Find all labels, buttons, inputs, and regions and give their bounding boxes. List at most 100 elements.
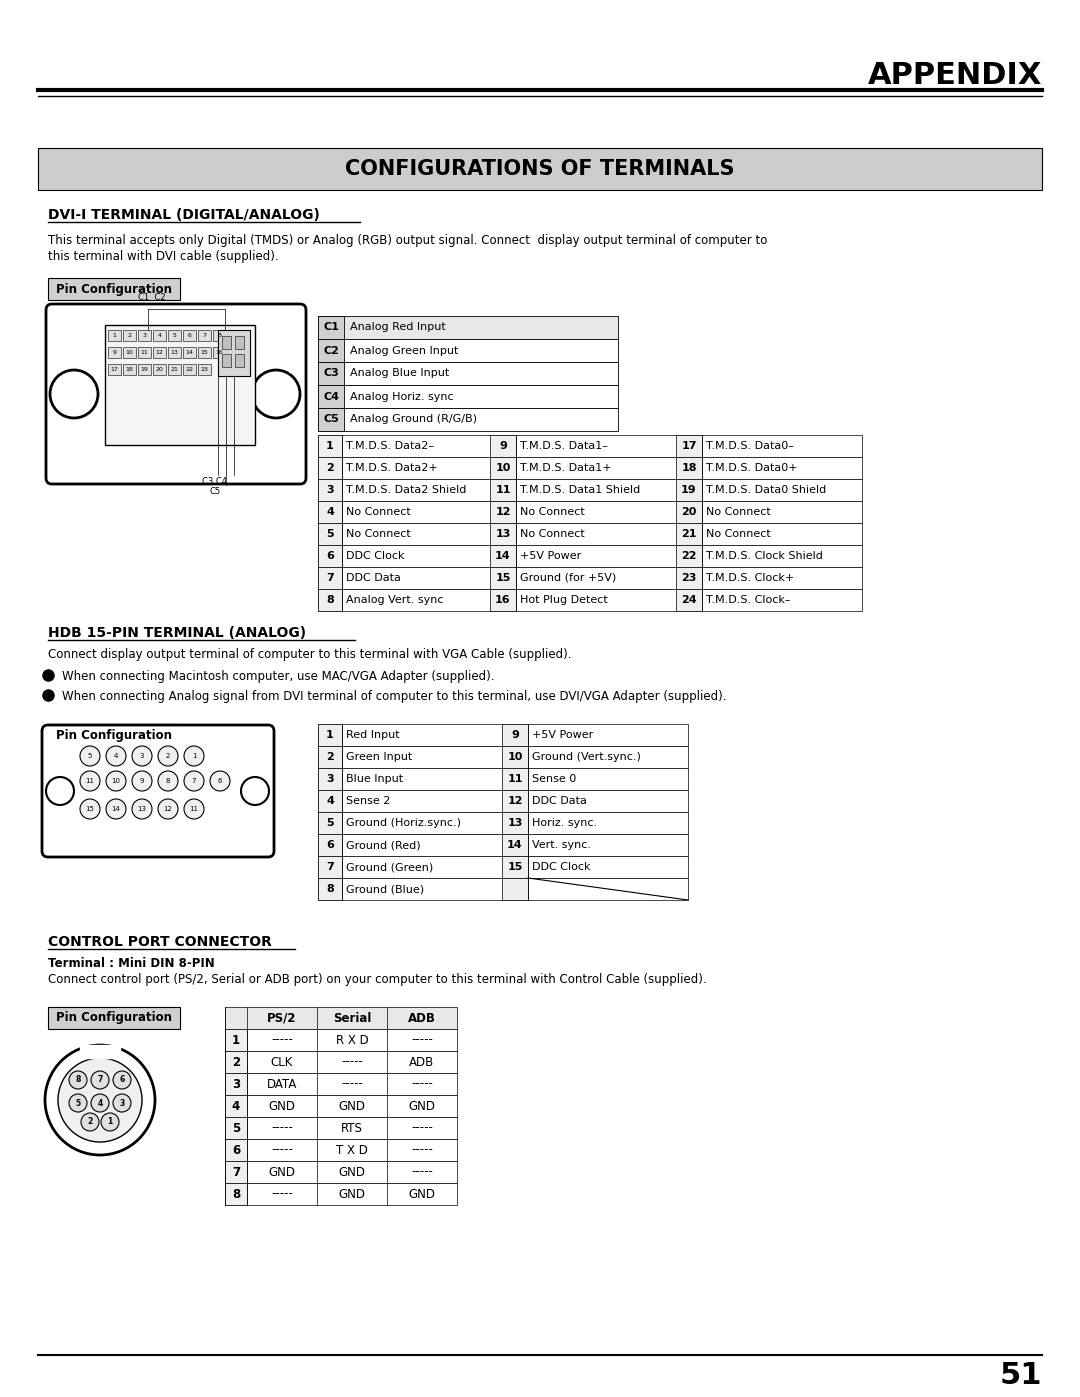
Text: 8: 8 (326, 884, 334, 894)
Text: 23: 23 (201, 367, 208, 372)
Bar (676, 479, 702, 502)
Text: 7: 7 (203, 332, 206, 338)
Text: 17: 17 (110, 367, 119, 372)
Text: RTS: RTS (341, 1122, 363, 1134)
Circle shape (45, 1045, 156, 1155)
Bar (225, 1051, 457, 1073)
Circle shape (81, 1113, 99, 1132)
Bar (48, 724, 180, 746)
Text: Sense 2: Sense 2 (346, 796, 390, 806)
Bar (318, 834, 688, 856)
Text: 4: 4 (232, 1099, 240, 1112)
Text: 11: 11 (496, 485, 511, 495)
Text: +5V Power: +5V Power (519, 550, 581, 562)
Text: DVI-I TERMINAL (DIGITAL/ANALOG): DVI-I TERMINAL (DIGITAL/ANALOG) (48, 208, 320, 222)
Text: 15: 15 (508, 862, 523, 872)
Text: 2: 2 (232, 1056, 240, 1069)
Text: C1  C2: C1 C2 (138, 293, 165, 302)
Text: T.M.D.S. Data1+: T.M.D.S. Data1+ (519, 462, 611, 474)
Circle shape (132, 771, 152, 791)
Circle shape (106, 771, 126, 791)
Circle shape (113, 1094, 131, 1112)
Circle shape (158, 771, 178, 791)
Text: 7: 7 (192, 778, 197, 784)
Bar (318, 590, 862, 610)
Bar (318, 316, 618, 339)
Circle shape (106, 799, 126, 819)
Text: 16: 16 (216, 351, 224, 355)
Text: T.M.D.S. Data1–: T.M.D.S. Data1– (519, 441, 608, 451)
Circle shape (184, 799, 204, 819)
Bar (318, 502, 342, 522)
Bar (318, 522, 342, 545)
Text: ADB: ADB (408, 1011, 436, 1024)
Text: Ground (Green): Ground (Green) (346, 862, 433, 872)
Text: 12: 12 (508, 796, 523, 806)
Text: this terminal with DVI cable (supplied).: this terminal with DVI cable (supplied). (48, 250, 279, 263)
Text: 24: 24 (681, 595, 697, 605)
Bar (318, 834, 342, 856)
Text: 1: 1 (232, 1034, 240, 1046)
Bar (502, 856, 528, 877)
Text: 14: 14 (111, 806, 121, 812)
Text: 5: 5 (326, 819, 334, 828)
Bar (490, 434, 516, 457)
Bar (318, 812, 688, 834)
Bar (490, 590, 516, 610)
Circle shape (158, 799, 178, 819)
Bar (318, 479, 862, 502)
Bar (318, 386, 618, 408)
Bar (225, 1183, 457, 1206)
Text: 6: 6 (326, 840, 334, 849)
Text: 18: 18 (681, 462, 697, 474)
Text: 14: 14 (496, 550, 511, 562)
Bar (153, 346, 166, 358)
Text: 2: 2 (127, 332, 132, 338)
Text: ADB: ADB (409, 1056, 434, 1069)
Bar (502, 724, 528, 746)
Text: Connect display output terminal of computer to this terminal with VGA Cable (sup: Connect display output terminal of compu… (48, 648, 571, 661)
Text: No Connect: No Connect (346, 529, 410, 539)
Text: 8: 8 (76, 1076, 81, 1084)
Bar (183, 346, 195, 358)
Text: 6: 6 (326, 550, 334, 562)
Text: 10: 10 (111, 778, 121, 784)
Text: GND: GND (269, 1099, 296, 1112)
Bar (318, 362, 618, 386)
Text: 19: 19 (140, 367, 148, 372)
Text: 19: 19 (681, 485, 697, 495)
Bar (38, 148, 1042, 190)
Circle shape (210, 771, 230, 791)
Text: PS/2: PS/2 (267, 1011, 297, 1024)
Text: -----: ----- (411, 1034, 433, 1046)
Circle shape (184, 771, 204, 791)
Bar (48, 1007, 180, 1030)
Bar (318, 434, 862, 457)
Bar (318, 856, 688, 877)
Text: Terminal : Mini DIN 8-PIN: Terminal : Mini DIN 8-PIN (48, 957, 215, 970)
Circle shape (50, 370, 98, 418)
Text: T.M.D.S. Data1 Shield: T.M.D.S. Data1 Shield (519, 485, 640, 495)
Bar (490, 457, 516, 479)
Text: Ground (Horiz.sync.): Ground (Horiz.sync.) (346, 819, 461, 828)
Bar (225, 1030, 247, 1051)
Text: C3: C3 (323, 369, 339, 379)
Text: 23: 23 (681, 573, 697, 583)
FancyBboxPatch shape (42, 725, 274, 856)
Text: 3: 3 (139, 753, 145, 759)
Text: 2: 2 (326, 462, 334, 474)
Text: APPENDIX: APPENDIX (867, 60, 1042, 89)
Text: 4: 4 (326, 507, 334, 517)
Text: Connect control port (PS/2, Serial or ADB port) on your computer to this termina: Connect control port (PS/2, Serial or AD… (48, 972, 706, 986)
Bar (318, 877, 342, 900)
Text: 6: 6 (218, 778, 222, 784)
Text: 2: 2 (166, 753, 171, 759)
Bar (225, 1183, 247, 1206)
Polygon shape (80, 1045, 120, 1058)
Bar (168, 330, 181, 341)
Bar (318, 724, 342, 746)
Bar (225, 1139, 457, 1161)
Text: Hot Plug Detect: Hot Plug Detect (519, 595, 608, 605)
Text: -----: ----- (341, 1077, 363, 1091)
Circle shape (132, 746, 152, 766)
